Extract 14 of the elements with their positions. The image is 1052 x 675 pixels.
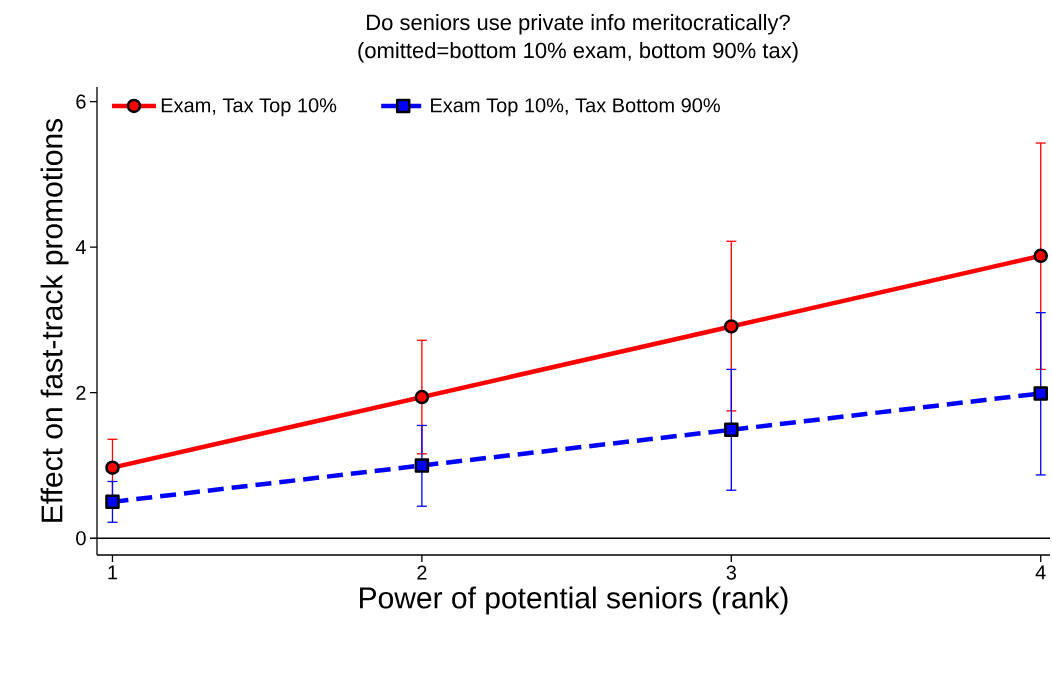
x-tick-label: 4 [1035,565,1046,580]
chart-title: Do seniors use private info meritocratically? [367,14,790,35]
legend-label: Exam Top 10%, Tax Bottom 90% [431,98,720,117]
x-tick-label: 3 [726,565,736,580]
y-tick-label: 2 [76,385,86,400]
y-tick-label: 4 [75,240,86,254]
legend-label: Exam, Tax Top 10% [161,98,337,117]
x-tick-label: 1 [108,565,118,580]
y-tick-label: 0 [76,531,86,546]
y-axis-title: Effect on fast-track promotions [40,118,69,522]
x-axis-title: Power of potential seniors (rank) [360,586,788,615]
chart-subtitle: (omitted=bottom 10% exam, bottom 90% tax) [358,42,798,63]
x-tick-label: 2 [417,565,427,580]
y-tick-label: 6 [76,94,86,109]
